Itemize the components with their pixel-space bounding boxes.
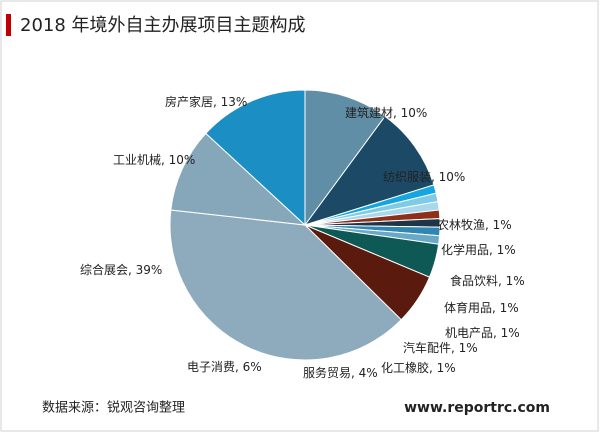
slice-value: 4% xyxy=(359,366,378,380)
slice-value: 10% xyxy=(169,153,196,167)
pie-slice xyxy=(205,89,306,227)
slice-value: 10% xyxy=(401,106,428,120)
pie-slice xyxy=(169,209,402,361)
slice-category: 机电产品 xyxy=(445,326,493,340)
slice-value: 6% xyxy=(243,360,262,374)
slice-category: 化学用品 xyxy=(441,242,489,257)
separator: , xyxy=(128,263,136,277)
separator: , xyxy=(489,243,497,257)
slice-category: 建筑建材 xyxy=(345,105,393,120)
slice-label: 农林牧渔, 1% xyxy=(437,218,512,232)
slice-value: 1% xyxy=(506,274,525,288)
separator: , xyxy=(161,153,169,167)
slice-value: 1% xyxy=(459,341,478,355)
pie-slice xyxy=(170,132,307,226)
slice-value: 1% xyxy=(497,243,516,257)
slice-label: 综合展会, 39% xyxy=(80,262,162,277)
separator: , xyxy=(213,95,221,109)
separator: , xyxy=(493,326,501,340)
slice-label: 服务贸易, 4% xyxy=(303,365,378,380)
slice-category: 工业机械 xyxy=(113,152,161,167)
slice-value: 10% xyxy=(439,170,466,184)
slice-label: 工业机械, 10% xyxy=(113,152,195,167)
separator: , xyxy=(485,218,493,232)
separator: , xyxy=(498,274,506,288)
separator: , xyxy=(451,341,459,355)
source: 数据来源：锐观咨询整理 xyxy=(42,401,185,416)
slice-label: 化工橡胶, 1% xyxy=(381,360,456,375)
separator: , xyxy=(351,366,359,380)
separator: , xyxy=(431,170,439,184)
slice-category: 汽车配件 xyxy=(403,340,451,355)
slice-label: 机电产品, 1% xyxy=(445,326,520,340)
slice-label: 电子消费, 6% xyxy=(187,360,262,374)
slice-label: 体育用品, 1% xyxy=(444,300,519,315)
slice-label: 汽车配件, 1% xyxy=(403,340,478,355)
slice-category: 房产家居 xyxy=(165,94,213,109)
slice-label: 化学用品, 1% xyxy=(441,242,516,257)
separator: , xyxy=(393,106,401,120)
title-bar xyxy=(6,14,11,36)
pie-slice xyxy=(303,115,435,226)
slice-value: 1% xyxy=(493,218,512,232)
slice-value: 13% xyxy=(221,95,248,109)
slice-category: 农林牧渔 xyxy=(437,218,485,232)
slice-value: 1% xyxy=(501,326,520,340)
separator: , xyxy=(492,301,500,315)
slice-category: 综合展会 xyxy=(80,262,128,277)
slice-category: 服务贸易 xyxy=(303,365,351,380)
slice-label: 房产家居, 13% xyxy=(165,94,247,109)
slice-category: 电子消费 xyxy=(187,360,235,374)
website: www.reportrc.com xyxy=(404,400,550,416)
chart-title: 2018 年境外自主办展项目主题构成 xyxy=(20,15,306,36)
slice-category: 化工橡胶 xyxy=(381,360,429,375)
slice-label: 纺织服装, 10% xyxy=(383,170,465,184)
slice-value: 39% xyxy=(136,263,163,277)
separator: , xyxy=(235,360,243,374)
slice-category: 体育用品 xyxy=(444,300,492,315)
slice-value: 1% xyxy=(500,301,519,315)
slice-category: 食品饮料 xyxy=(450,273,498,288)
slice-label: 食品饮料, 1% xyxy=(450,273,525,288)
separator: , xyxy=(429,361,437,375)
slice-category: 纺织服装 xyxy=(383,170,431,184)
slice-value: 1% xyxy=(437,361,456,375)
slice-label: 建筑建材, 10% xyxy=(345,105,427,120)
pie-slice xyxy=(304,89,386,227)
